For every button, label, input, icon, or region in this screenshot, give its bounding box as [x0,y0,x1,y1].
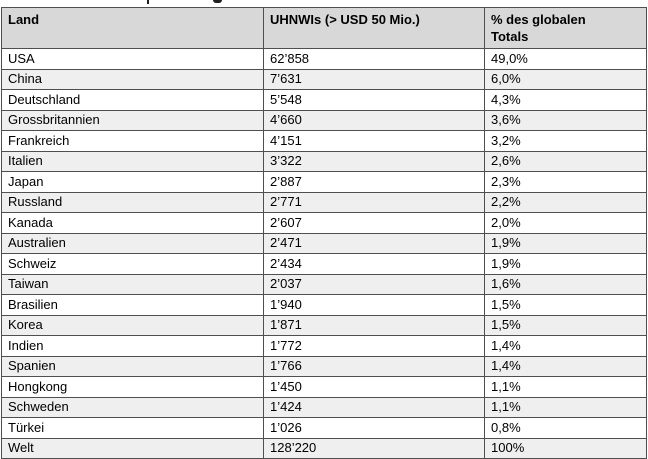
cell-land: USA [1,48,264,70]
cell-uhnwis: 62’858 [263,48,485,70]
table-header: Land UHNWIs (> USD 50 Mio.) % des global… [1,7,647,49]
table-row: Türkei 1’026 0,8% [1,417,647,439]
cell-land: Schweiz [1,253,264,275]
cell-land: Hongkong [1,376,264,398]
header-row: Land UHNWIs (> USD 50 Mio.) % des global… [1,7,647,49]
cell-uhnwis: 1’450 [263,376,485,398]
cell-pct: 4,3% [484,89,647,111]
table-row: Kanada 2’607 2,0% [1,212,647,234]
table-row: Indien 1’772 1,4% [1,335,647,357]
cell-uhnwis: 4’660 [263,109,485,131]
cell-land: Korea [1,314,264,336]
table-row: Deutschland 5’548 4,3% [1,89,647,111]
cell-land: Deutschland [1,89,264,111]
cell-land: Taiwan [1,273,264,295]
cell-pct: 1,4% [484,355,647,377]
cell-land: Grossbritannien [1,109,264,131]
table-row: Grossbritannien 4’660 3,6% [1,109,647,131]
table-row: Korea 1’871 1,5% [1,314,647,336]
table-row: Welt 128’220 100% [1,437,647,459]
cell-land: Indien [1,335,264,357]
cell-uhnwis: 1’424 [263,396,485,418]
cell-land: Russland [1,191,264,213]
cell-pct: 1,5% [484,294,647,316]
cell-pct: 1,9% [484,232,647,254]
cell-uhnwis: 2’887 [263,171,485,193]
cell-pct: 1,6% [484,273,647,295]
cell-pct: 3,6% [484,109,647,131]
cell-land: Welt [1,437,264,459]
cell-pct: 2,6% [484,150,647,172]
cell-pct: 1,1% [484,396,647,418]
cell-land: Schweden [1,396,264,418]
cell-pct: 2,2% [484,191,647,213]
table-body: USA 62’858 49,0% China 7’631 6,0% Deutschland 5… [1,48,647,459]
cell-uhnwis: 7’631 [263,68,485,90]
cell-land: Japan [1,171,264,193]
cell-uhnwis: 2’771 [263,191,485,213]
header-cell-land: Land [1,7,264,49]
cell-uhnwis: 5’548 [263,89,485,111]
cell-uhnwis: 1’871 [263,314,485,336]
cell-uhnwis: 4’151 [263,130,485,152]
header-cell-pct: % des globalen Totals [484,7,647,49]
table-row: Schweden 1’424 1,1% [1,396,647,418]
uhnwi-country-table: Land UHNWIs (> USD 50 Mio.) % des global… [1,7,647,459]
table-row: Brasilien 1’940 1,5% [1,294,647,316]
cell-pct: 1,1% [484,376,647,398]
cell-uhnwis: 3’322 [263,150,485,172]
table-row: Frankreich 4’151 3,2% [1,130,647,152]
table-row: China 7’631 6,0% [1,68,647,90]
table-row: Hongkong 1’450 1,1% [1,376,647,398]
cell-uhnwis: 1’026 [263,417,485,439]
cell-land: Italien [1,150,264,172]
cell-uhnwis: 1’940 [263,294,485,316]
cell-pct: 2,0% [484,212,647,234]
cell-land: China [1,68,264,90]
cell-land: Frankreich [1,130,264,152]
cropped-caption-descender [147,0,149,4]
table-row: Japan 2’887 2,3% [1,171,647,193]
cell-uhnwis: 1’772 [263,335,485,357]
cell-uhnwis: 128’220 [263,437,485,459]
cell-uhnwis: 2’434 [263,253,485,275]
cell-pct: 2,3% [484,171,647,193]
cropped-caption-descender [213,0,222,3]
table-row: USA 62’858 49,0% [1,48,647,70]
cell-land: Türkei [1,417,264,439]
table-row: Italien 3’322 2,6% [1,150,647,172]
header-cell-uhnwis: UHNWIs (> USD 50 Mio.) [263,7,485,49]
table-row: Spanien 1’766 1,4% [1,355,647,377]
cell-land: Brasilien [1,294,264,316]
table-row: Schweiz 2’434 1,9% [1,253,647,275]
cell-pct: 1,9% [484,253,647,275]
cell-land: Australien [1,232,264,254]
cell-uhnwis: 2’037 [263,273,485,295]
cell-pct: 1,4% [484,335,647,357]
cell-pct: 1,5% [484,314,647,336]
cell-land: Kanada [1,212,264,234]
cell-uhnwis: 2’607 [263,212,485,234]
cell-pct: 100% [484,437,647,459]
table-row: Australien 2’471 1,9% [1,232,647,254]
cell-pct: 0,8% [484,417,647,439]
cell-pct: 6,0% [484,68,647,90]
cell-pct: 3,2% [484,130,647,152]
cell-uhnwis: 1’766 [263,355,485,377]
cell-pct: 49,0% [484,48,647,70]
table-row: Taiwan 2’037 1,6% [1,273,647,295]
cell-land: Spanien [1,355,264,377]
table-row: Russland 2’771 2,2% [1,191,647,213]
header-cell-pct-label: % des globalen Totals [491,12,586,44]
cell-uhnwis: 2’471 [263,232,485,254]
